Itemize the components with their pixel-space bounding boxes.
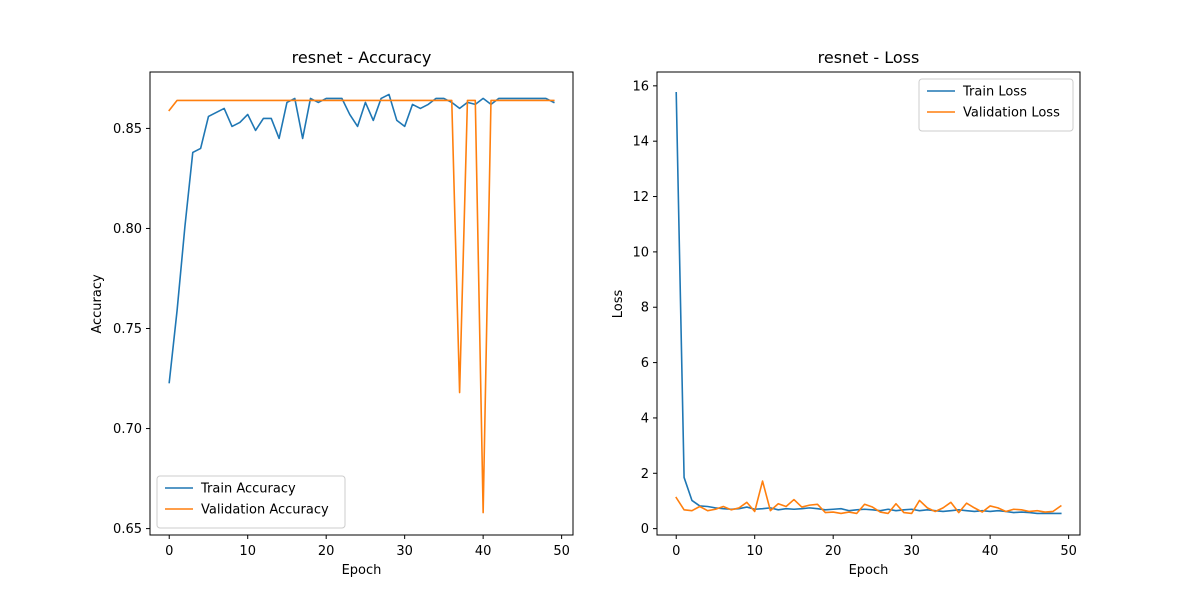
accuracy-x-tick-label: 20 (318, 544, 335, 559)
accuracy-y-tick-label: 0.75 (113, 322, 142, 337)
accuracy-chart-title: resnet - Accuracy (292, 48, 432, 67)
loss-y-tick-label: 6 (641, 356, 649, 371)
loss-y-tick-label: 2 (641, 467, 649, 482)
loss-series-train-line (675, 91, 1062, 515)
accuracy-series-validation-line (168, 99, 555, 514)
loss-chart: resnet - Loss Epoch Loss 0 10 20 30 40 50 0 2 4 6… (611, 48, 1081, 578)
accuracy-legend-label: Train Accuracy (200, 482, 296, 497)
accuracy-y-tick-label: 0.80 (113, 222, 142, 237)
accuracy-legend-box (156, 475, 346, 529)
loss-x-tick-label: 50 (1060, 544, 1077, 559)
accuracy-series-train-line (168, 93, 555, 384)
accuracy-x-tick-label: 10 (239, 544, 256, 559)
loss-chart-title: resnet - Loss (818, 48, 920, 67)
loss-x-tick-label: 30 (903, 544, 920, 559)
accuracy-y-tick-label: 0.70 (113, 422, 142, 437)
loss-y-tick-label: 4 (641, 411, 649, 426)
loss-x-tick-label: 10 (746, 544, 763, 559)
loss-axes-frame (656, 71, 1081, 536)
loss-x-tick-label: 0 (672, 544, 680, 559)
accuracy-chart-ylabel: Accuracy (90, 274, 105, 334)
accuracy-x-tick-label: 40 (475, 544, 492, 559)
loss-y-tick-label: 0 (641, 522, 649, 537)
accuracy-y-tick-label: 0.85 (113, 122, 142, 137)
accuracy-legend: Train Accuracy Validation Accuracy (156, 475, 346, 529)
accuracy-chart: resnet - Accuracy Epoch Accuracy 0 10 20 30… (90, 48, 574, 578)
loss-legend-label: Train Loss (962, 85, 1027, 100)
loss-legend-box (918, 78, 1074, 132)
accuracy-x-tick-label: 50 (553, 544, 570, 559)
loss-legend-label: Validation Loss (963, 106, 1060, 121)
loss-chart-ylabel: Loss (611, 290, 626, 319)
accuracy-axes-frame (149, 71, 574, 536)
loss-x-tick-label: 40 (982, 544, 999, 559)
accuracy-y-tick-label: 0.65 (113, 522, 142, 537)
accuracy-chart-xlabel: Epoch (342, 563, 382, 578)
loss-x-tick-label: 20 (825, 544, 842, 559)
loss-y-tick-label: 8 (641, 301, 649, 316)
accuracy-x-tick-label: 0 (165, 544, 173, 559)
accuracy-x-tick-label: 30 (396, 544, 413, 559)
loss-y-tick-label: 10 (632, 245, 649, 260)
loss-y-tick-label: 14 (632, 135, 649, 150)
loss-legend: Train Loss Validation Loss (918, 78, 1074, 132)
accuracy-legend-label: Validation Accuracy (201, 503, 329, 518)
loss-series-validation-line (675, 480, 1062, 515)
loss-chart-xlabel: Epoch (849, 563, 889, 578)
loss-y-tick-label: 12 (632, 190, 649, 205)
loss-y-tick-label: 16 (632, 79, 649, 94)
